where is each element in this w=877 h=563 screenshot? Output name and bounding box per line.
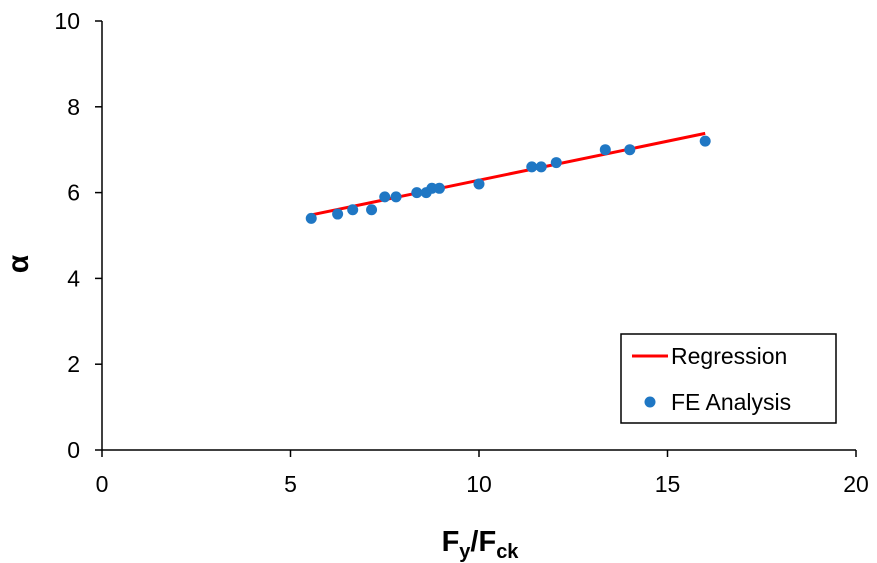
fe-analysis-point	[699, 135, 711, 147]
fe-analysis-point	[433, 182, 445, 194]
x-tick-label: 10	[466, 471, 492, 497]
y-tick-label: 0	[67, 437, 80, 463]
legend: Regression FE Analysis	[620, 333, 837, 424]
fe-analysis-point	[390, 191, 402, 203]
y-tick-label: 6	[67, 180, 80, 206]
legend-fe-analysis-label: FE Analysis	[671, 389, 791, 415]
y-tick-label: 10	[54, 8, 80, 34]
fe-analysis-point	[535, 161, 547, 173]
legend-regression-label: Regression	[671, 343, 787, 369]
plot-area	[305, 131, 711, 224]
fe-analysis-point	[379, 191, 391, 203]
y-tick-label: 8	[67, 94, 80, 120]
fe-analysis-point	[426, 182, 438, 194]
fe-analysis-point	[550, 157, 562, 169]
x-tick-label: 0	[96, 471, 109, 497]
y-axis-title: α	[2, 254, 35, 273]
fe-analysis-point	[305, 212, 317, 224]
x-axis-ticks: 0 5 10 15 20	[96, 450, 869, 497]
legend-fe-analysis-swatch	[644, 396, 656, 408]
fe-analysis-point	[526, 161, 538, 173]
fe-analysis-point	[366, 204, 378, 216]
x-tick-label: 5	[284, 471, 297, 497]
x-tick-label: 15	[655, 471, 681, 497]
fe-analysis-point	[411, 187, 423, 199]
fe-analysis-point	[624, 144, 636, 156]
y-axis-ticks: 0 2 4 6 8 10	[54, 8, 102, 463]
regression-line	[309, 131, 706, 217]
legend-box	[620, 333, 837, 424]
fe-analysis-point	[332, 208, 344, 220]
x-tick-label: 20	[843, 471, 869, 497]
fe-analysis-point	[473, 178, 485, 190]
fe-analysis-point	[347, 204, 359, 216]
y-tick-label: 4	[67, 265, 80, 291]
x-axis-title: Fy/Fck	[442, 526, 520, 563]
fe-analysis-point	[599, 144, 611, 156]
y-tick-label: 2	[67, 351, 80, 377]
